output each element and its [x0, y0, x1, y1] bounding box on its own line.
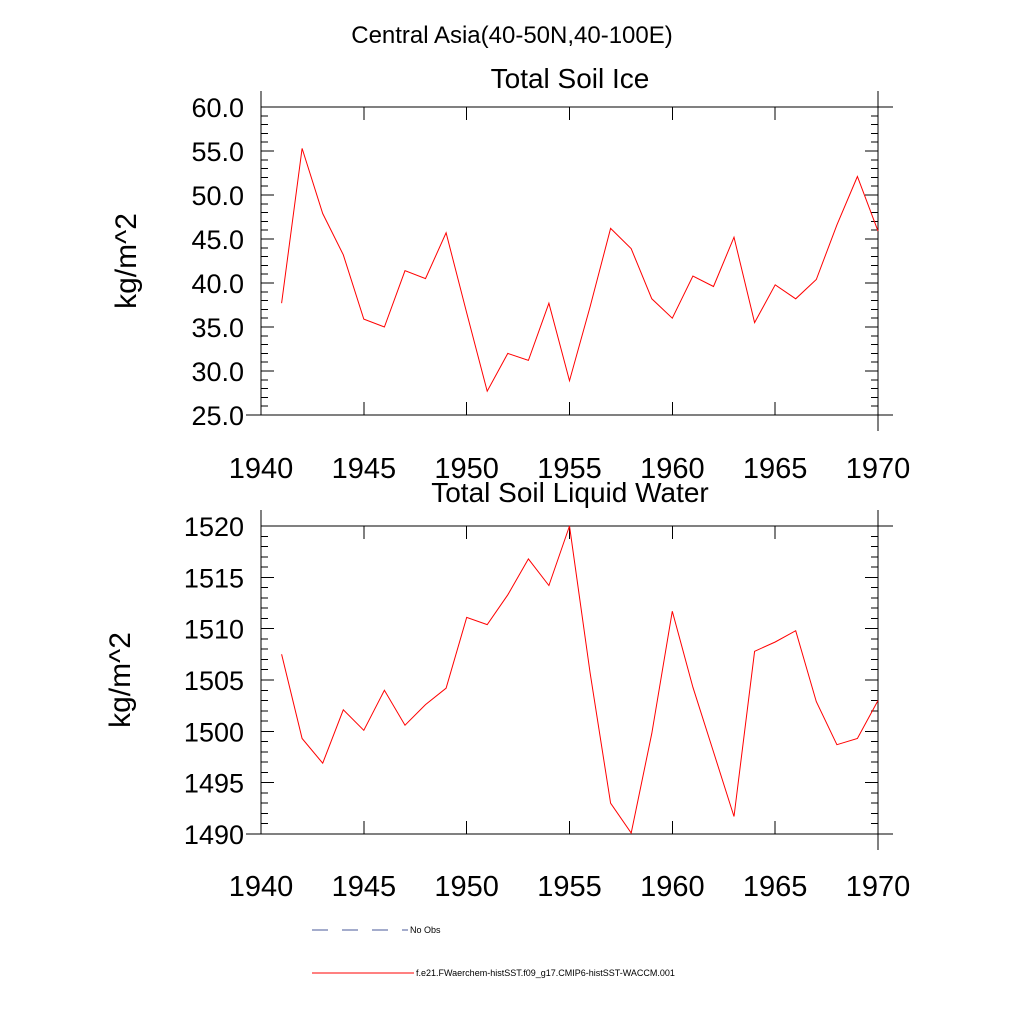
legend-label-model: f.e21.FWaerchem-histSST.f09_g17.CMIP6-hi… [416, 968, 675, 978]
x-tick-label: 1950 [434, 871, 499, 903]
x-tick-label: 1950 [434, 453, 499, 485]
x-tick-label: 1965 [743, 871, 808, 903]
x-tick-label: 1970 [846, 871, 911, 903]
x-tick-label: 1960 [640, 871, 705, 903]
x-tick-label: 1945 [332, 871, 397, 903]
y-tick-label: 1520 [184, 512, 244, 542]
x-tick-label: 1960 [640, 453, 705, 485]
x-tick-label: 1940 [229, 453, 294, 485]
y-tick-label: 1500 [184, 717, 244, 747]
chart-panel-total-soil-ice: Total Soil Ice kg/m^2 25.0 30.0 35.0 40.0 45… [110, 63, 910, 485]
x-tick-label: 1965 [743, 453, 808, 485]
series-line [281, 525, 879, 835]
legend: No Obs f.e21.FWaerchem-histSST.f09_g17.C… [312, 925, 675, 978]
y-tick-label: 1495 [184, 769, 244, 799]
x-tick-label: 1945 [332, 453, 397, 485]
figure-title: Central Asia(40-50N,40-100E) [351, 22, 673, 49]
y-tick-label: 35.0 [191, 313, 244, 343]
chart-title: Total Soil Liquid Water [431, 477, 709, 508]
y-tick-label: 60.0 [191, 93, 244, 123]
y-tick-label: 55.0 [191, 137, 244, 167]
x-tick-label: 1955 [537, 453, 602, 485]
y-tick-label: 1505 [184, 666, 244, 696]
y-tick-label: 25.0 [191, 401, 244, 431]
x-tick-label: 1940 [229, 871, 294, 903]
chart-title: Total Soil Ice [491, 63, 650, 94]
y-tick-label: 50.0 [191, 181, 244, 211]
series-line [281, 148, 879, 393]
y-tick-label: 1510 [184, 615, 244, 645]
y-tick-label: 1515 [184, 563, 244, 593]
y-tick-label: 40.0 [191, 269, 244, 299]
y-tick-label: 30.0 [191, 357, 244, 387]
legend-label-no-obs: No Obs [410, 925, 441, 935]
y-axis-label: kg/m^2 [110, 213, 143, 309]
chart-panel-total-soil-liquid-water: Total Soil Liquid Water kg/m^2 1490 1495 1… [104, 477, 910, 903]
y-tick-label: 1490 [184, 820, 244, 850]
y-axis-label: kg/m^2 [104, 632, 137, 728]
y-tick-label: 45.0 [191, 225, 244, 255]
x-tick-label: 1970 [846, 453, 911, 485]
x-tick-label: 1955 [537, 871, 602, 903]
